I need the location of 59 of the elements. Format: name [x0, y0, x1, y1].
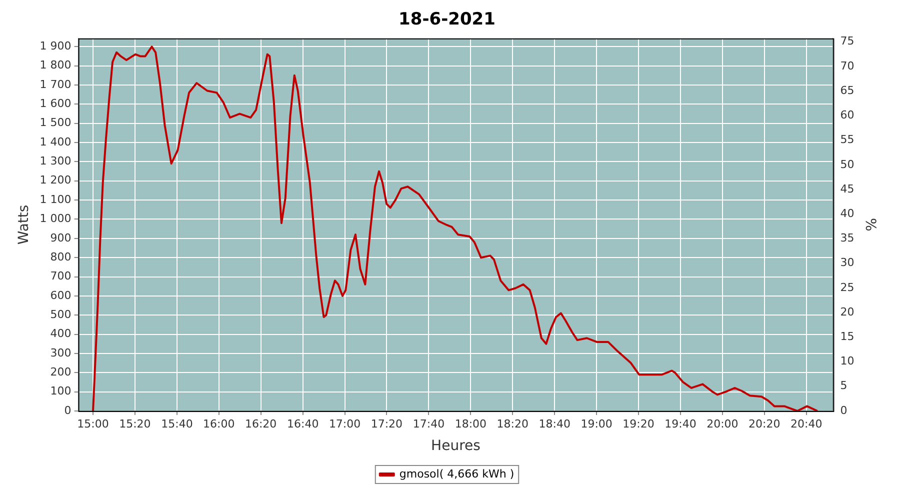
- y-tick-label: 700: [50, 270, 72, 283]
- y-tick-label: 1 600: [40, 97, 72, 110]
- y2-tick-label: 20: [840, 305, 854, 318]
- x-tick-label: 15:00: [77, 417, 109, 430]
- y2-tick-label: 70: [840, 59, 854, 72]
- y2-tick-label: 40: [840, 206, 854, 220]
- x-tick-label: 20:20: [748, 417, 780, 430]
- y2-tick-label: 45: [840, 182, 854, 196]
- y2-tick-label: 10: [840, 354, 854, 368]
- y-tick-label: 1 800: [40, 58, 72, 72]
- x-tick-label: 20:40: [790, 417, 822, 430]
- y-tick-label: 1 000: [40, 212, 72, 226]
- x-tick-label: 17:40: [412, 417, 445, 430]
- y-tick-label: 1 900: [40, 40, 72, 53]
- y-tick-label: 800: [50, 250, 72, 264]
- y-tick-label: 900: [50, 231, 72, 244]
- legend-label: gmosol( 4,666 kWh ): [399, 467, 514, 480]
- y2-tick-label: 35: [840, 232, 854, 245]
- y2-tick-label: 15: [840, 330, 854, 344]
- y2-tick-label: 0: [840, 404, 848, 417]
- y2-axis-title: %: [862, 218, 878, 232]
- y2-tick-label: 75: [840, 34, 854, 48]
- y-tick-label: 1 200: [40, 174, 72, 187]
- x-tick-label: 18:00: [454, 417, 487, 430]
- x-tick-label: 17:00: [328, 417, 361, 430]
- y-tick-label: 1 300: [40, 154, 72, 168]
- x-tick-label: 16:00: [203, 417, 235, 430]
- x-tick-label: 19:00: [580, 417, 612, 430]
- y-tick-label: 0: [64, 404, 72, 417]
- x-tick-label: 18:20: [496, 417, 528, 430]
- y-tick-label: 1 700: [40, 78, 72, 91]
- y2-tick-label: 55: [840, 133, 854, 146]
- x-axis-title: Heures: [431, 438, 480, 454]
- y-tick-label: 1 400: [40, 135, 72, 148]
- y-tick-label: 400: [50, 327, 72, 340]
- x-tick-label: 16:20: [244, 417, 277, 430]
- y2-tick-label: 5: [840, 379, 848, 392]
- x-tick-label: 16:40: [287, 417, 319, 430]
- x-tick-label: 15:40: [161, 417, 193, 430]
- x-tick-label: 18:40: [538, 417, 570, 430]
- y2-tick-label: 50: [840, 158, 854, 171]
- y-tick-label: 200: [50, 366, 72, 379]
- y-tick-label: 500: [50, 308, 72, 321]
- y2-tick-label: 25: [840, 280, 854, 294]
- x-tick-label: 19:20: [622, 417, 654, 430]
- y-tick-label: 300: [50, 346, 72, 360]
- y-axis-title: Watts: [16, 204, 32, 245]
- x-tick-label: 15:20: [119, 417, 151, 430]
- x-tick-label: 20:00: [706, 417, 738, 430]
- y-tick-label: 600: [50, 288, 72, 302]
- y-tick-label: 1 500: [40, 116, 72, 130]
- chart-title: 18-6-2021: [398, 10, 496, 30]
- x-tick-label: 17:20: [370, 417, 403, 430]
- y2-tick-label: 65: [840, 84, 854, 97]
- y2-tick-label: 60: [840, 108, 854, 122]
- y-tick-label: 100: [50, 384, 72, 398]
- y2-tick-label: 30: [840, 256, 854, 270]
- x-tick-label: 19:40: [664, 417, 696, 430]
- y-tick-label: 1 100: [40, 192, 72, 206]
